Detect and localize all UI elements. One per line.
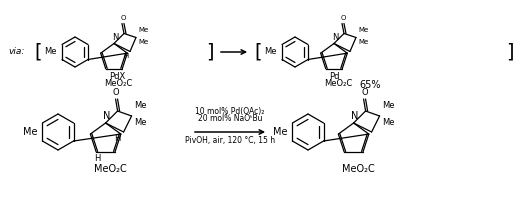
- Text: PdX: PdX: [109, 72, 125, 81]
- Text: Me: Me: [383, 101, 395, 110]
- Text: Me: Me: [358, 26, 368, 32]
- Text: Me: Me: [135, 101, 147, 110]
- Text: Me: Me: [138, 40, 148, 46]
- Text: Me: Me: [383, 118, 395, 127]
- Text: O: O: [112, 88, 119, 97]
- Text: ]: ]: [506, 43, 514, 62]
- Text: Pd: Pd: [329, 72, 339, 81]
- Text: N: N: [332, 32, 338, 42]
- Text: Me: Me: [44, 47, 57, 56]
- Text: MeO₂C: MeO₂C: [93, 164, 126, 174]
- Text: N: N: [112, 32, 118, 42]
- Text: Me: Me: [272, 127, 287, 137]
- Text: [: [: [254, 43, 262, 62]
- Text: MeO₂C: MeO₂C: [324, 79, 352, 88]
- Text: O: O: [340, 16, 346, 21]
- Text: N: N: [103, 111, 110, 121]
- Text: via:: via:: [8, 47, 25, 56]
- Text: Me: Me: [22, 127, 37, 137]
- Text: Me: Me: [138, 26, 148, 32]
- Text: MeO₂C: MeO₂C: [341, 164, 374, 174]
- Text: PivOH, air, 120 °C, 15 h: PivOH, air, 120 °C, 15 h: [185, 136, 275, 145]
- Text: O: O: [361, 88, 368, 97]
- Text: 20 mol% NaOᵗBu: 20 mol% NaOᵗBu: [198, 114, 262, 123]
- Text: H: H: [114, 134, 121, 143]
- Text: Me: Me: [358, 40, 368, 46]
- Text: [: [: [34, 43, 42, 62]
- Text: 10 mol% Pd(OAc)₂: 10 mol% Pd(OAc)₂: [195, 107, 265, 116]
- Text: N: N: [351, 111, 358, 121]
- Text: MeO₂C: MeO₂C: [104, 79, 133, 88]
- Text: Me: Me: [135, 118, 147, 127]
- Text: ]: ]: [206, 43, 213, 62]
- Text: H: H: [94, 154, 100, 163]
- Text: O: O: [120, 16, 126, 21]
- Text: H: H: [124, 53, 129, 60]
- Text: Me: Me: [265, 47, 277, 56]
- Text: 65%: 65%: [359, 80, 381, 90]
